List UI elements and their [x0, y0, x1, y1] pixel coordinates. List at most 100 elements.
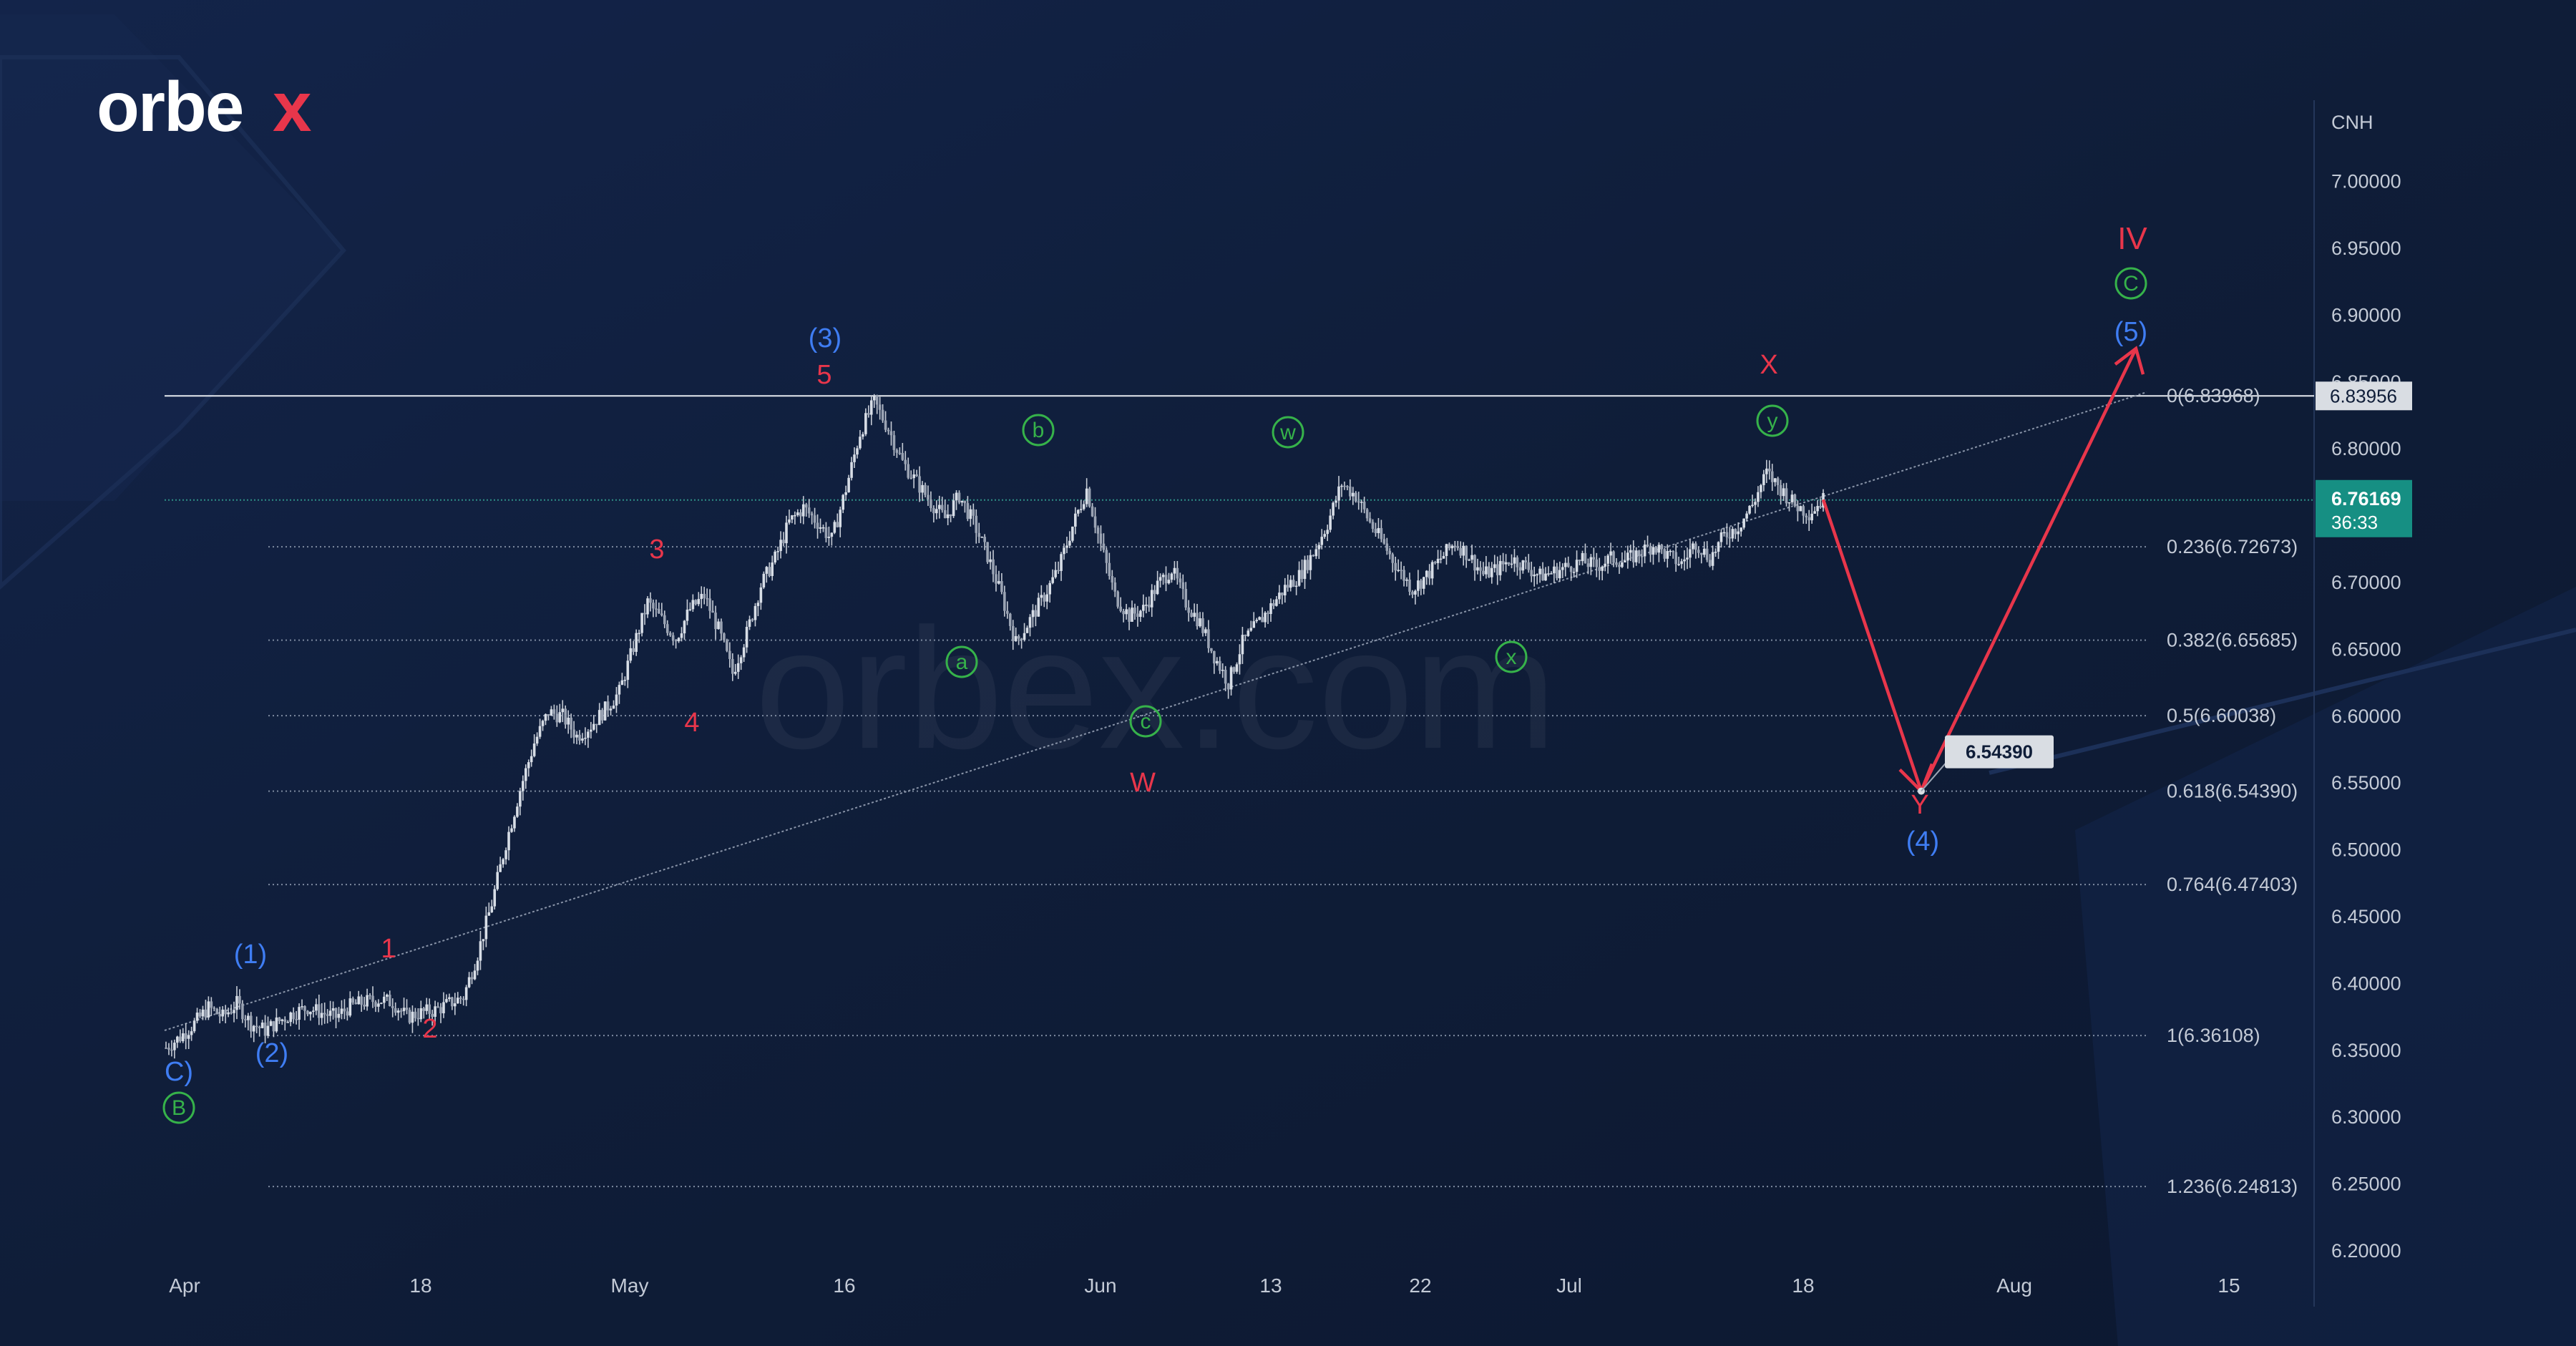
candle-body — [711, 610, 714, 613]
candle-body — [943, 509, 947, 519]
candle-body — [1252, 621, 1256, 628]
candle-body — [1615, 562, 1618, 565]
candle-body — [1003, 592, 1006, 611]
candle-body — [1048, 582, 1051, 595]
candle-body — [864, 413, 867, 434]
candle-body — [272, 1021, 275, 1032]
candle-body — [1218, 660, 1221, 671]
candle-body — [1402, 570, 1405, 581]
candle-body — [1719, 532, 1723, 542]
candle-body — [1734, 529, 1737, 535]
candle-body — [456, 998, 459, 1004]
candle-body — [827, 537, 831, 538]
wave-label-ring — [1756, 404, 1789, 437]
time-tick-label: 22 — [1409, 1274, 1431, 1297]
candle-body — [1652, 547, 1655, 555]
candle-body — [1660, 545, 1664, 550]
candle-body — [652, 603, 655, 609]
candle-body — [1391, 554, 1395, 563]
candle-body — [578, 734, 581, 741]
candle-body — [1518, 567, 1522, 571]
candle-body — [756, 603, 760, 606]
candle-body — [595, 723, 598, 726]
candle-body — [1184, 588, 1188, 608]
wave-label-ring — [1495, 640, 1528, 673]
forecast-path[interactable]: 6.54390 — [1821, 346, 2145, 795]
candle-body — [856, 448, 859, 455]
candle-body — [1286, 585, 1289, 588]
candle-body — [620, 680, 624, 686]
candle-body — [1439, 558, 1443, 560]
candle-body — [759, 587, 763, 603]
candle-body — [303, 1006, 306, 1011]
wave-label: Y — [1911, 790, 1928, 820]
candle-body — [898, 452, 902, 454]
candle-body — [600, 710, 604, 721]
candle-body — [538, 726, 542, 737]
candle-body — [184, 1033, 187, 1039]
candle-body — [1422, 577, 1425, 589]
candle-body — [1569, 566, 1573, 572]
candle-body — [1430, 562, 1434, 579]
candle-body — [286, 1022, 290, 1023]
candle-body — [587, 731, 590, 738]
candle-body — [1663, 549, 1667, 559]
candle-body — [1810, 513, 1813, 521]
candle-body — [1289, 580, 1292, 588]
candle-body — [295, 1019, 298, 1020]
candle-body — [1488, 566, 1491, 577]
candle-body — [1586, 563, 1590, 567]
candle-body — [1737, 531, 1740, 535]
candle-body — [1547, 573, 1550, 575]
candle-body — [1479, 567, 1482, 571]
candle-body — [1235, 664, 1239, 672]
candle-body — [909, 477, 913, 479]
candle-body — [1382, 539, 1386, 544]
candle-body — [408, 1010, 411, 1023]
candle-body — [541, 721, 545, 726]
fibonacci-levels[interactable]: 0(6.83968) 0.236(6.72673) 0.382(6.65685) 0.… — [165, 385, 2314, 1197]
wave-label: (4) — [1906, 826, 1939, 857]
candle-body — [1544, 573, 1547, 581]
candle-body — [459, 998, 462, 999]
price-tick-label: 6.40000 — [2331, 972, 2401, 994]
candle-body — [924, 484, 927, 495]
candle-body — [1708, 560, 1712, 566]
candle-body — [320, 1013, 323, 1018]
target-callout-label: 6.54390 — [1966, 741, 2033, 763]
candle-body — [266, 1025, 270, 1036]
candle-body — [930, 499, 932, 508]
candle-body — [892, 435, 896, 450]
candle-body — [957, 492, 961, 503]
candle-body — [544, 714, 547, 721]
candle-body — [839, 509, 842, 527]
candle-body — [357, 996, 361, 1005]
candle-body — [1699, 552, 1703, 555]
candle-body — [1255, 620, 1259, 622]
candle-body — [1283, 585, 1287, 596]
candle-body — [343, 1008, 346, 1012]
candle-body — [1425, 570, 1428, 577]
candle-body — [411, 1011, 414, 1023]
candle-body — [963, 500, 967, 504]
candle-body — [575, 734, 578, 738]
candle-body — [317, 1004, 321, 1018]
candle-body — [283, 1019, 287, 1023]
candle-body — [821, 527, 825, 529]
candle-body — [499, 864, 502, 872]
candle-body — [1513, 557, 1516, 564]
candle-body — [844, 492, 847, 495]
candle-body — [1187, 607, 1190, 613]
candle-body — [1819, 506, 1822, 508]
candle-body — [1224, 670, 1227, 684]
candle-body — [603, 701, 607, 721]
candle-body — [1773, 478, 1777, 482]
candle-body — [1629, 550, 1632, 553]
candle-body — [904, 459, 907, 464]
trend-line[interactable] — [164, 391, 2147, 1031]
candle-body — [1303, 560, 1307, 580]
candle-body — [1790, 494, 1794, 502]
candle-body — [813, 515, 816, 523]
